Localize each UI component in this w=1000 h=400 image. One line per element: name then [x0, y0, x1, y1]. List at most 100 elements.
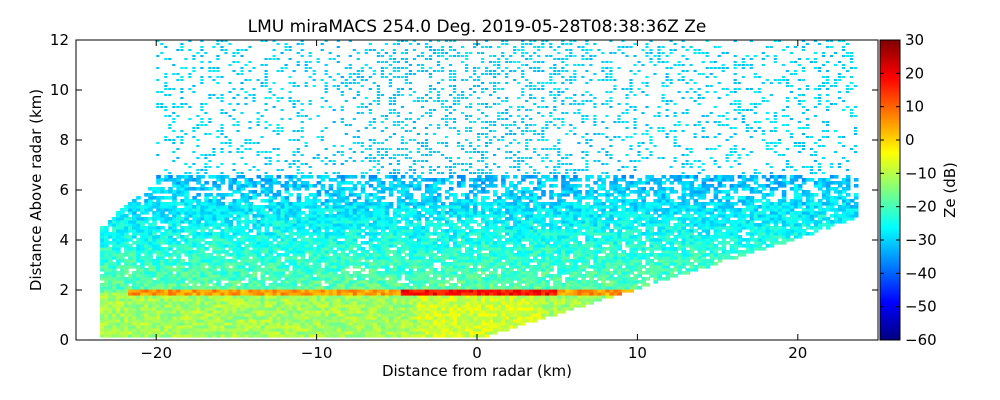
reflectivity-cell [296, 271, 302, 275]
reflectivity-cell [116, 214, 121, 218]
reflectivity-cell [272, 274, 278, 278]
reflectivity-cell [444, 124, 449, 126]
reflectivity-cell [432, 259, 438, 263]
reflectivity-cell [188, 262, 193, 266]
reflectivity-cell [304, 229, 310, 233]
reflectivity-cell [396, 265, 402, 269]
reflectivity-cell [264, 253, 270, 257]
reflectivity-cell [168, 316, 173, 320]
reflectivity-cell [120, 328, 125, 332]
reflectivity-cell [140, 310, 145, 314]
reflectivity-cell [292, 217, 298, 221]
reflectivity-cell [280, 298, 286, 302]
reflectivity-cell [456, 184, 462, 188]
reflectivity-cell [260, 334, 266, 338]
reflectivity-cell [404, 277, 410, 281]
reflectivity-cell [420, 64, 425, 66]
reflectivity-cell [328, 223, 334, 227]
reflectivity-cell [440, 172, 445, 174]
reflectivity-cell [116, 283, 121, 287]
reflectivity-cell [124, 253, 129, 257]
reflectivity-cell [164, 322, 169, 326]
reflectivity-cell [444, 256, 450, 260]
reflectivity-cell [384, 307, 390, 311]
reflectivity-cell [356, 316, 362, 320]
reflectivity-cell [200, 274, 205, 278]
reflectivity-cell [292, 334, 298, 338]
reflectivity-cell [336, 295, 342, 299]
reflectivity-cell [356, 52, 360, 54]
reflectivity-cell [220, 256, 225, 260]
reflectivity-cell [452, 211, 458, 215]
reflectivity-cell [264, 40, 268, 42]
reflectivity-cell [248, 259, 253, 263]
reflectivity-cell [260, 64, 264, 66]
reflectivity-cell [236, 175, 241, 179]
reflectivity-cell [372, 220, 378, 224]
reflectivity-cell [220, 304, 225, 308]
reflectivity-cell [152, 220, 157, 224]
reflectivity-cell [416, 277, 422, 281]
reflectivity-cell [424, 46, 429, 48]
reflectivity-cell [124, 304, 129, 308]
reflectivity-cell [160, 295, 165, 299]
reflectivity-cell [264, 151, 268, 153]
reflectivity-cell [392, 49, 396, 51]
reflectivity-cell [292, 256, 298, 260]
reflectivity-cell [116, 211, 121, 215]
reflectivity-cell [392, 292, 398, 296]
reflectivity-cell [200, 277, 205, 281]
reflectivity-cell [404, 259, 410, 263]
reflectivity-cell [364, 298, 370, 302]
reflectivity-cell [292, 160, 296, 162]
reflectivity-cell [120, 304, 125, 308]
reflectivity-cell [136, 247, 141, 251]
reflectivity-cell [400, 268, 406, 272]
reflectivity-cell [252, 274, 257, 278]
reflectivity-cell [448, 325, 454, 329]
reflectivity-cell [348, 187, 354, 191]
reflectivity-cell [340, 322, 346, 326]
reflectivity-cell [192, 136, 196, 138]
reflectivity-cell [168, 295, 173, 299]
reflectivity-cell [348, 76, 352, 78]
reflectivity-cell [252, 220, 257, 224]
reflectivity-cell [420, 289, 426, 293]
reflectivity-cell [260, 214, 266, 218]
reflectivity-cell [432, 328, 438, 332]
reflectivity-cell [428, 151, 433, 153]
reflectivity-cell [356, 313, 362, 317]
reflectivity-cell [428, 241, 434, 245]
reflectivity-cell [148, 334, 153, 338]
reflectivity-cell [432, 295, 438, 299]
reflectivity-cell [300, 283, 306, 287]
reflectivity-cell [316, 229, 322, 233]
reflectivity-cell [444, 166, 449, 168]
reflectivity-cell [456, 295, 462, 299]
reflectivity-cell [256, 121, 260, 123]
reflectivity-cell [200, 250, 205, 254]
reflectivity-cell [172, 160, 176, 162]
reflectivity-cell [392, 187, 398, 191]
reflectivity-cell [216, 313, 221, 317]
reflectivity-cell [428, 190, 434, 194]
reflectivity-cell [144, 235, 149, 239]
reflectivity-cell [280, 283, 286, 287]
reflectivity-cell [216, 319, 221, 323]
reflectivity-cell [200, 319, 205, 323]
reflectivity-cell [240, 199, 245, 203]
reflectivity-cell [224, 253, 229, 257]
reflectivity-cell [132, 310, 137, 314]
reflectivity-cell [152, 295, 157, 299]
reflectivity-cell [200, 67, 204, 69]
reflectivity-cell [168, 88, 172, 90]
reflectivity-cell [452, 40, 457, 42]
reflectivity-cell [140, 274, 145, 278]
reflectivity-cell [292, 319, 298, 323]
reflectivity-cell [264, 238, 270, 242]
reflectivity-cell [416, 217, 422, 221]
reflectivity-cell [120, 301, 125, 305]
reflectivity-cell [264, 325, 270, 329]
reflectivity-cell [252, 259, 257, 263]
reflectivity-cell [284, 244, 290, 248]
